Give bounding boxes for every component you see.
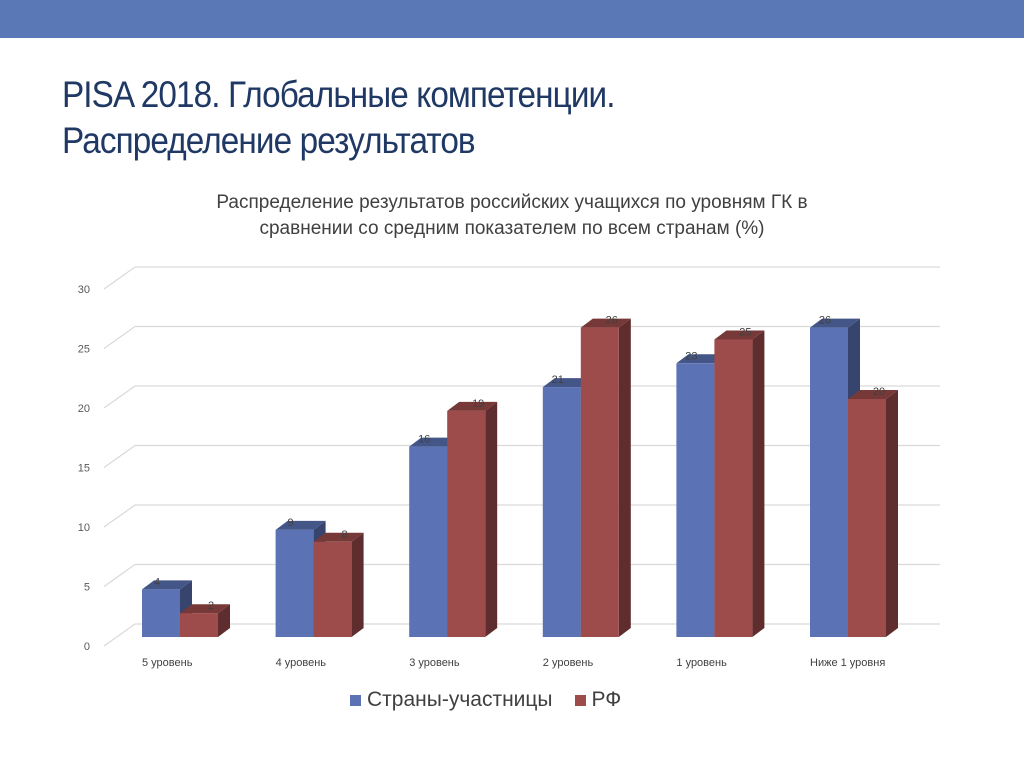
bar-top: [142, 580, 192, 590]
title-line-1: PISA 2018. Глобальные компетенции.: [62, 74, 615, 115]
bar-top: [447, 401, 498, 411]
y-tick-label: 10: [78, 522, 90, 534]
bar-side: [752, 330, 765, 637]
bar-top: [313, 532, 364, 542]
gridline-side: [103, 266, 136, 290]
bar-side: [485, 401, 498, 637]
legend-label-rf: РФ: [591, 688, 622, 711]
bar-top: [542, 378, 593, 388]
x-tick-label: 5 уровень: [142, 657, 193, 669]
gridline-side: [103, 385, 136, 409]
data-label: 16: [418, 434, 430, 446]
bar-top: [180, 604, 230, 614]
y-tick-label: 20: [78, 403, 90, 415]
bar-countries: [810, 327, 848, 637]
bar-countries: [142, 589, 180, 637]
bar-rf: [313, 541, 352, 637]
x-tick-label: Ниже 1 уровня: [810, 657, 885, 669]
bar-top: [676, 354, 727, 364]
bar-top: [714, 330, 765, 340]
chart-title-line-1: Распределение результатов российских уча…: [216, 192, 808, 213]
bar-top: [580, 318, 631, 328]
x-tick-label: 1 уровень: [676, 657, 727, 669]
data-label: 20: [873, 386, 885, 398]
chart-title-line-2: сравнении со средним показателем по всем…: [259, 218, 765, 239]
legend-swatch-countries: [350, 694, 361, 706]
title-line-2: Распределение результатов: [62, 120, 476, 161]
x-tick-label: 2 уровень: [543, 657, 594, 669]
gridline-side: [103, 445, 136, 468]
bar-top: [848, 390, 898, 399]
top-banner: [0, 0, 1024, 38]
y-tick-label: 25: [78, 344, 90, 356]
bar-rf: [447, 410, 486, 637]
x-tick-label: 3 уровень: [409, 657, 460, 669]
y-tick-label: 5: [84, 582, 90, 594]
bar-rf: [714, 339, 753, 637]
data-label: 26: [819, 315, 831, 327]
y-tick-label: 30: [78, 284, 90, 296]
y-tick-label: 0: [84, 641, 90, 653]
chart-title: Распределение результатов российских уча…: [0, 190, 1024, 242]
bar-side: [218, 604, 230, 637]
data-label: 9: [288, 517, 294, 529]
bar-side: [886, 390, 898, 637]
data-label: 8: [342, 529, 348, 541]
slide-title: PISA 2018. Глобальные компетенции. Распр…: [62, 72, 615, 164]
gridline-side: [103, 623, 136, 647]
gridline-side: [103, 564, 136, 587]
data-label: 23: [685, 350, 697, 362]
legend-swatch-rf: [574, 694, 586, 706]
data-label: 21: [552, 374, 564, 386]
bar-countries: [676, 363, 715, 637]
bar-rf: [848, 399, 886, 637]
bar-top: [275, 520, 326, 530]
gridline-side: [103, 504, 136, 528]
bar-countries: [542, 387, 581, 637]
bar-side: [351, 532, 364, 637]
data-label: 19: [472, 398, 484, 410]
gridline-side: [103, 326, 136, 349]
bar-rf: [180, 613, 218, 637]
x-tick-label: 4 уровень: [276, 657, 327, 669]
data-label: 25: [739, 327, 751, 339]
bar-countries: [275, 529, 314, 637]
bar-side: [618, 318, 631, 637]
data-label: 26: [606, 315, 618, 327]
legend: Страны-участницы РФ: [350, 688, 621, 712]
data-label: 4: [154, 576, 160, 588]
bar-top: [409, 437, 460, 447]
data-label: 2: [208, 600, 214, 612]
bar-top: [810, 318, 860, 328]
y-tick-label: 15: [78, 463, 90, 475]
legend-label-countries: Страны-участницы: [367, 688, 553, 711]
bar-countries: [409, 446, 448, 637]
bar-rf: [580, 327, 619, 637]
